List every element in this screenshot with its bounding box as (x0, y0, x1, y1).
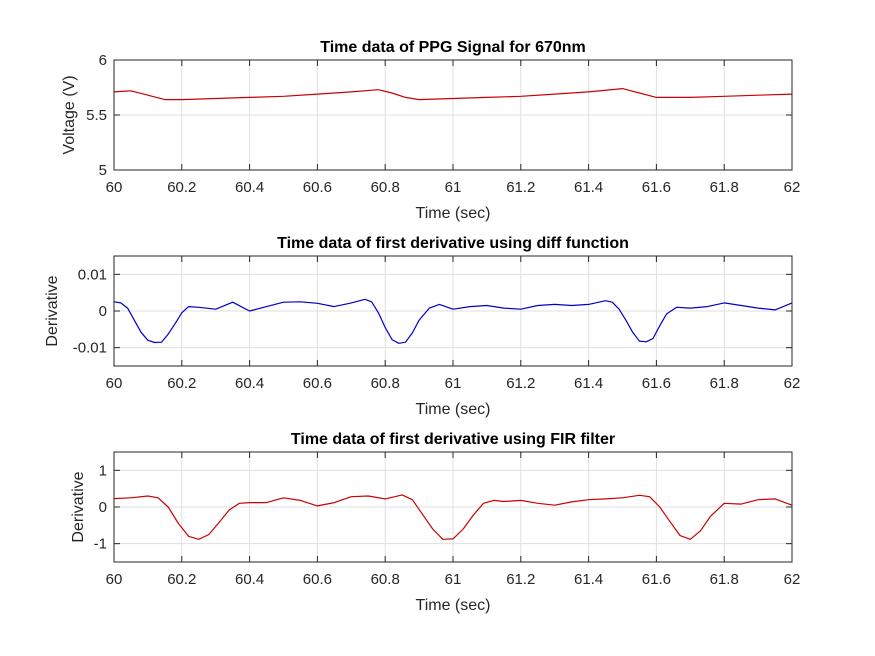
x-tick-label: 60 (106, 375, 123, 392)
x-tick-label: 60.8 (371, 375, 400, 392)
x-axis-label: Time (sec) (416, 401, 491, 418)
x-tick-label: 60.8 (371, 571, 400, 588)
x-tick-label: 60.8 (371, 179, 400, 196)
y-axis-label: Derivative (44, 275, 61, 346)
y-axis-label: Voltage (V) (61, 75, 78, 154)
x-tick-label: 61.2 (506, 571, 535, 588)
x-axis-label: Time (sec) (416, 597, 491, 614)
x-tick-label: 60 (106, 179, 123, 196)
subplot-title: Time data of first derivative using diff… (277, 235, 629, 252)
y-tick-label: 6 (99, 52, 107, 69)
x-tick-label: 60.2 (167, 179, 196, 196)
x-tick-label: 61.6 (642, 571, 671, 588)
x-tick-label: 61 (445, 375, 462, 392)
subplot-3: 60 60.2 60.4 60.6 60.8 61 61.2 61.4 61.6 61.8 62 -1… (70, 431, 801, 614)
series-line (113, 494, 793, 540)
x-tick-label: 61.6 (642, 179, 671, 196)
subplot-1: 60 60.2 60.4 60.6 60.8 61 61.2 61.4 61.6 61.8 62 5 5… (61, 39, 800, 222)
x-tick-label: 61.2 (506, 179, 535, 196)
x-tick-label: 61 (445, 571, 462, 588)
x-tick-label: 62 (784, 179, 801, 196)
y-tick-label: -0.01 (73, 340, 107, 357)
x-tick-label: 61.4 (574, 179, 603, 196)
x-tick-label: 62 (784, 571, 801, 588)
x-tick-label: 60.4 (235, 571, 264, 588)
x-tick-label: 61.8 (710, 571, 739, 588)
y-tick-label: -1 (94, 536, 107, 553)
y-tick-label: 0.01 (78, 266, 107, 283)
x-tick-label: 60.2 (167, 571, 196, 588)
x-tick-label: 61.6 (642, 375, 671, 392)
series-line (113, 298, 793, 344)
x-tick-label: 60.4 (235, 375, 264, 392)
series-line (113, 87, 793, 101)
y-tick-label: 5 (99, 162, 107, 179)
x-tick-label: 60 (106, 571, 123, 588)
x-tick-label: 61.4 (574, 375, 603, 392)
axes-frame (113, 255, 793, 367)
x-tick-label: 60.6 (303, 571, 332, 588)
subplot-title: Time data of PPG Signal for 670nm (320, 39, 586, 56)
subplot-title: Time data of first derivative using FIR … (291, 431, 615, 448)
x-tick-label: 61.8 (710, 179, 739, 196)
x-tick-label: 61.2 (506, 375, 535, 392)
y-tick-label: 5.5 (86, 107, 107, 124)
y-tick-label: 0 (99, 303, 107, 320)
y-tick-label: 0 (99, 499, 107, 516)
subplot-2: 60 60.2 60.4 60.6 60.8 61 61.2 61.4 61.6 61.8 62 -0… (44, 235, 800, 418)
y-axis-label: Derivative (70, 471, 87, 542)
axes-frame (113, 451, 793, 563)
y-tick-label: 1 (99, 462, 107, 479)
x-tick-label: 60.2 (167, 375, 196, 392)
x-tick-label: 61 (445, 179, 462, 196)
axes-frame (113, 59, 793, 171)
x-axis-label: Time (sec) (416, 205, 491, 222)
x-tick-label: 60.6 (303, 179, 332, 196)
x-tick-label: 60.4 (235, 179, 264, 196)
x-tick-label: 62 (784, 375, 801, 392)
x-tick-label: 61.4 (574, 571, 603, 588)
x-tick-label: 61.8 (710, 375, 739, 392)
x-tick-label: 60.6 (303, 375, 332, 392)
